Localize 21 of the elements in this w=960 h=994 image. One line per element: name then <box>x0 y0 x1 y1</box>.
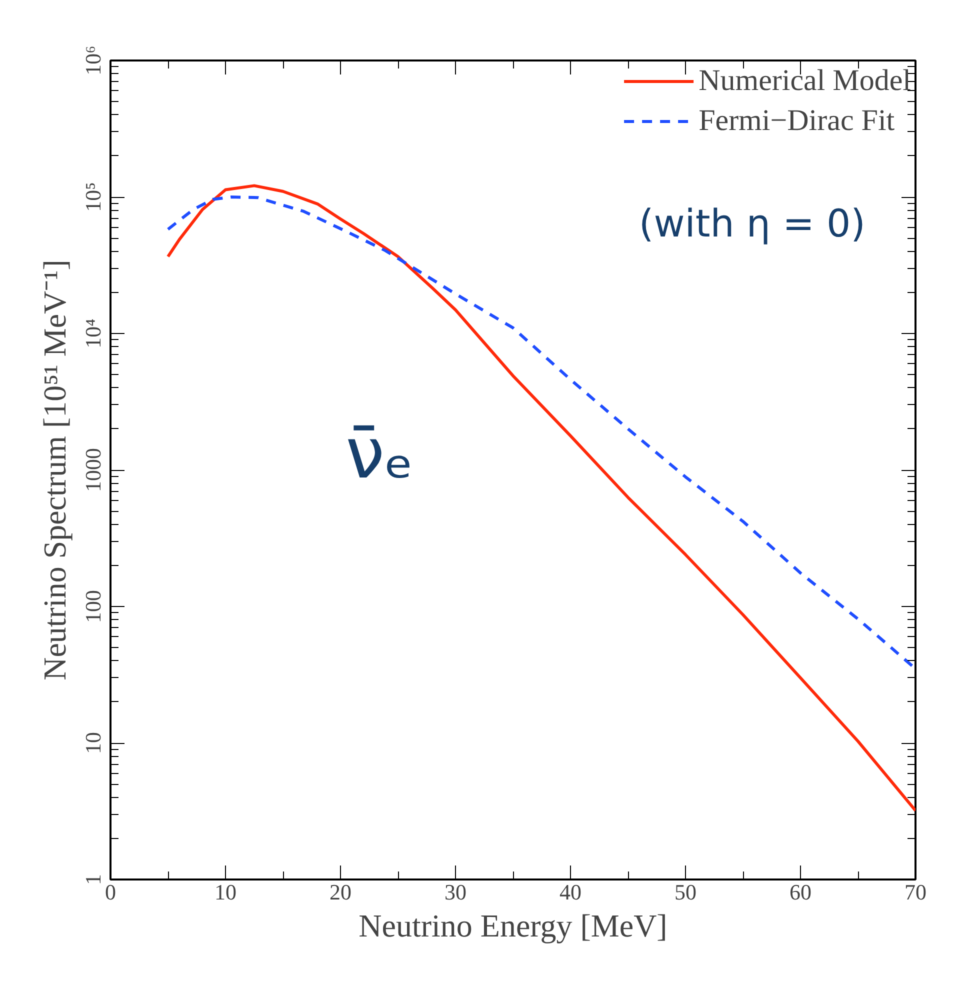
x-tick-label: 20 <box>330 880 352 904</box>
legend-label: Numerical Model <box>698 64 911 98</box>
x-tick-label: 30 <box>444 880 466 904</box>
annotation: ν̄ₑ <box>346 412 414 494</box>
x-tick-label: 50 <box>674 880 696 904</box>
y-tick-label: 100 <box>80 590 106 623</box>
y-tick-label: 10⁶ <box>80 46 106 76</box>
y-tick-label: 1000 <box>80 448 106 492</box>
y-tick-label: 10 <box>80 732 106 754</box>
x-tick-label: 10 <box>214 880 236 904</box>
legend-label: Fermi−Dirac Fit <box>698 104 895 138</box>
annotation: (with η = 0) <box>638 202 866 246</box>
x-tick-label: 70 <box>904 880 926 904</box>
x-axis-title: Neutrino Energy [MeV] <box>358 908 668 944</box>
x-tick-label: 60 <box>790 880 812 904</box>
y-tick-label: 1 <box>80 874 106 885</box>
x-tick-label: 0 <box>105 880 116 904</box>
x-tick-label: 40 <box>560 880 582 904</box>
y-tick-label: 10⁴ <box>80 318 106 348</box>
y-tick-label: 10⁵ <box>80 182 106 212</box>
y-axis-title: Neutrino Spectrum [10⁵¹ MeV⁻¹] <box>36 260 72 680</box>
